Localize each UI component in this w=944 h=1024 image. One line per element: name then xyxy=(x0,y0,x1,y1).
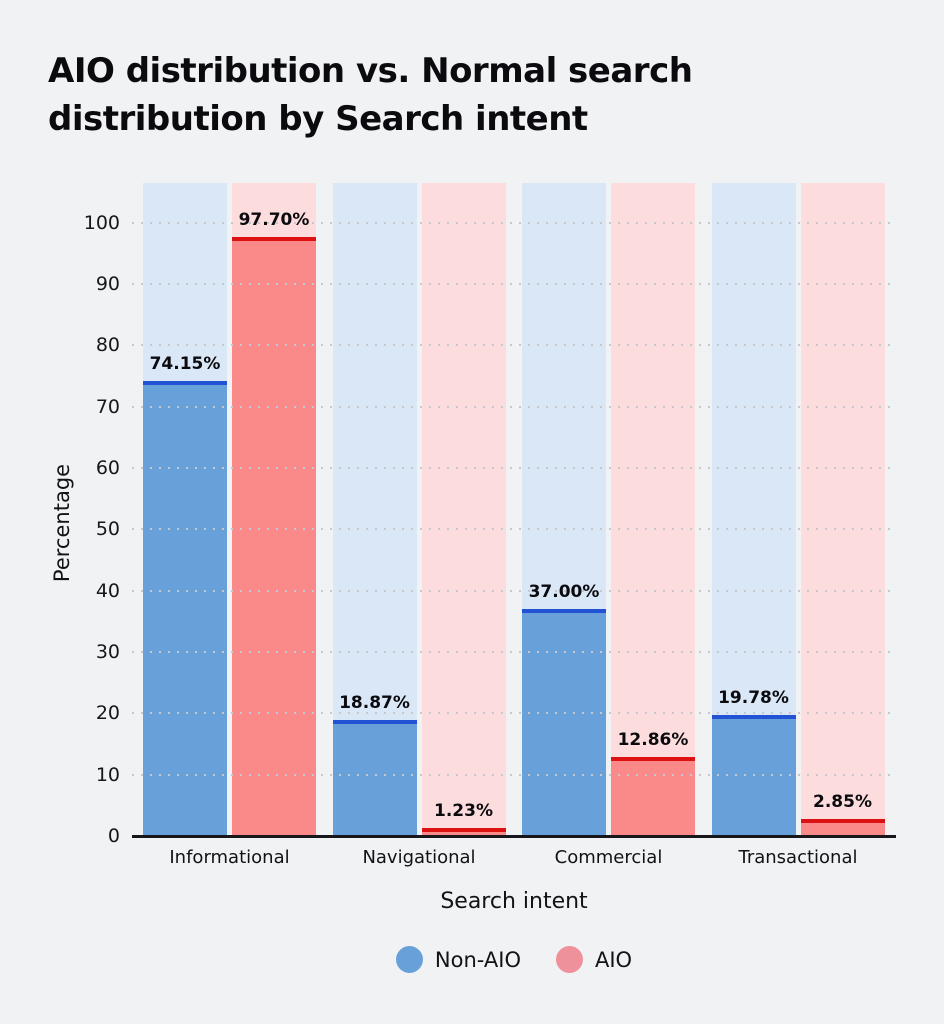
bar-group-transactional: 19.78% 2.85% xyxy=(711,183,885,836)
y-tick-label-70: 70 xyxy=(95,395,120,418)
x-category-label-navigational: Navigational xyxy=(362,847,476,868)
chart-title-line2: distribution by Search intent xyxy=(48,99,588,139)
legend-label-aio: AIO xyxy=(594,947,633,972)
bar-group-informational: 74.15% 97.70% xyxy=(143,183,316,836)
x-axis-line xyxy=(132,835,896,838)
legend-swatch-non-aio xyxy=(395,946,423,973)
y-tick-label-10: 10 xyxy=(95,763,120,786)
y-tick-label-30: 30 xyxy=(95,641,120,664)
y-tick-label-60: 60 xyxy=(95,457,120,480)
chart-title-line1: AIO distribution vs. Normal search xyxy=(48,51,693,91)
y-tick-label-100: 100 xyxy=(83,211,120,234)
x-axis-title: Search intent xyxy=(440,889,588,914)
y-tick-label-50: 50 xyxy=(95,518,120,541)
y-tick-label-80: 80 xyxy=(95,334,120,357)
bar-track-aio-commercial xyxy=(611,183,695,836)
bar-aio-navigational xyxy=(421,828,506,836)
bar-non-aio-transactional xyxy=(711,714,796,836)
bar-value-label-aio-informational: 97.70% xyxy=(238,209,310,230)
legend-item-non-aio: Non-AIO xyxy=(395,946,521,973)
bar-track-aio-navigational xyxy=(421,183,506,836)
bar-value-label-aio-transactional: 2.85% xyxy=(813,791,872,812)
bar-non-aio-navigational xyxy=(332,720,417,836)
y-tick-label-40: 40 xyxy=(95,579,120,602)
bar-value-label-aio-commercial: 12.86% xyxy=(617,730,689,751)
bar-group-navigational: 18.87% 1.23% xyxy=(332,183,506,836)
column-aio-navigational: 1.23% xyxy=(421,183,506,836)
x-axis-category-labels: Informational Navigational Commercial Trans… xyxy=(132,847,896,873)
legend-label-non-aio: Non-AIO xyxy=(434,947,521,972)
bar-value-label-non-aio-navigational: 18.87% xyxy=(339,693,410,714)
legend-item-aio: AIO xyxy=(555,946,633,973)
column-aio-informational: 97.70% xyxy=(232,183,316,836)
x-category-label-transactional: Transactional xyxy=(738,847,858,868)
y-tick-label-90: 90 xyxy=(95,273,120,296)
chart-title: AIO distribution vs. Normal search distri… xyxy=(48,47,693,143)
legend: Non-AIO AIO xyxy=(132,946,896,973)
y-axis-ticks: 0 10 20 30 40 50 60 70 80 90 100 xyxy=(0,183,120,847)
plot-area: 74.15% 97.70% 18.87% 1.23% 37.00% 12.86% 19.78… xyxy=(132,183,896,838)
column-aio-transactional: 2.85% xyxy=(800,183,885,836)
column-non-aio-informational: 74.15% xyxy=(143,183,227,836)
column-aio-commercial: 12.86% xyxy=(611,183,695,836)
bar-value-label-aio-navigational: 1.23% xyxy=(434,801,493,822)
bar-group-commercial: 37.00% 12.86% xyxy=(522,183,695,836)
legend-swatch-aio xyxy=(555,946,583,973)
y-tick-label-20: 20 xyxy=(95,702,120,725)
bar-track-aio-transactional xyxy=(800,183,885,836)
column-non-aio-transactional: 19.78% xyxy=(711,183,796,836)
bar-value-label-non-aio-commercial: 37.00% xyxy=(528,582,600,603)
bar-value-label-non-aio-transactional: 19.78% xyxy=(718,687,789,708)
x-category-label-commercial: Commercial xyxy=(554,847,663,868)
bar-non-aio-informational xyxy=(143,381,227,836)
bar-aio-informational xyxy=(232,236,316,836)
y-tick-label-0: 0 xyxy=(107,825,120,847)
column-non-aio-commercial: 37.00% xyxy=(522,183,606,836)
bar-aio-transactional xyxy=(800,818,885,836)
x-category-label-informational: Informational xyxy=(169,847,290,868)
column-non-aio-navigational: 18.87% xyxy=(332,183,417,836)
bar-value-label-non-aio-informational: 74.15% xyxy=(149,354,221,375)
bar-aio-commercial xyxy=(611,757,695,836)
bar-non-aio-commercial xyxy=(522,609,606,836)
